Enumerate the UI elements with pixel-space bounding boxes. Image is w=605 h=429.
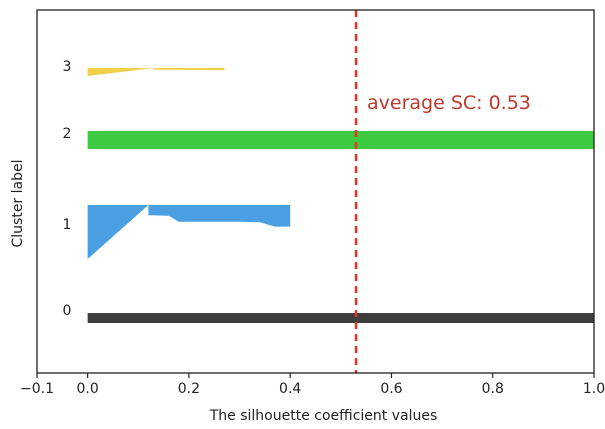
x-axis-title: The silhouette coefficient values — [209, 408, 438, 424]
cluster-label-3: 3 — [63, 59, 72, 75]
x-tick-label: 0.8 — [482, 381, 504, 397]
cluster-label-1: 1 — [63, 217, 72, 233]
x-tick-label: −0.1 — [20, 381, 54, 397]
x-tick-label: 1.0 — [583, 381, 605, 397]
cluster-label-0: 0 — [63, 303, 72, 319]
x-tick-label: 0.6 — [380, 381, 402, 397]
cluster-label-2: 2 — [63, 126, 72, 142]
average-sc-annotation: average SC: 0.53 — [367, 92, 531, 114]
cluster-labels: 0 1 2 3 — [63, 59, 72, 319]
cluster-2-silhouette — [87, 131, 595, 149]
x-ticks: −0.1 0.0 0.2 0.4 0.6 0.8 1.0 — [20, 373, 605, 397]
cluster-silhouettes — [87, 68, 595, 323]
x-tick-label: 0.4 — [279, 381, 301, 397]
cluster-1-silhouette — [87, 205, 291, 259]
cluster-3-silhouette — [87, 68, 225, 76]
x-tick-label: 0.0 — [77, 381, 99, 397]
x-tick-label: 0.2 — [178, 381, 200, 397]
y-axis-title: Cluster label — [10, 160, 26, 248]
cluster-0-silhouette — [87, 313, 595, 323]
plot-frame — [36, 9, 595, 374]
